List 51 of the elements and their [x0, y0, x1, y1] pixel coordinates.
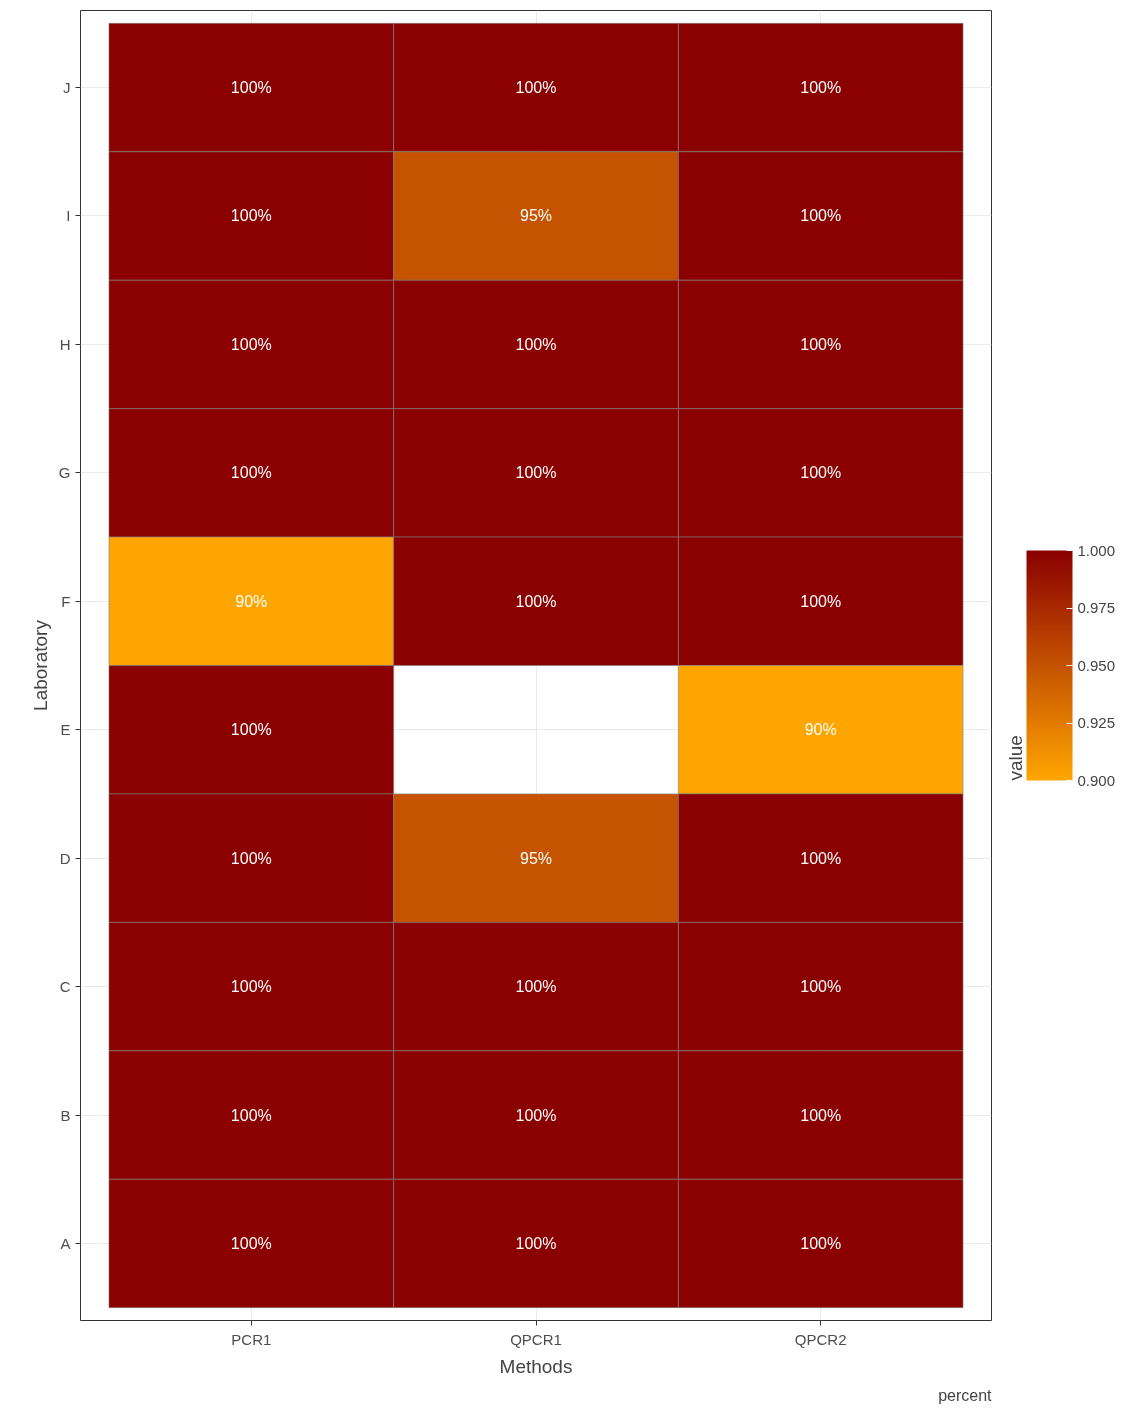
data-label: 100%	[230, 978, 272, 996]
data-label: 100%	[800, 207, 842, 225]
color-bar-label: 0.950	[1077, 656, 1116, 674]
data-label: 100%	[515, 79, 557, 97]
data-label: 100%	[800, 1234, 842, 1252]
x-tick-label: QPCR1	[510, 1330, 562, 1348]
data-label: 100%	[800, 1106, 842, 1124]
color-bar-title: value	[1004, 735, 1026, 781]
data-label: 100%	[230, 849, 272, 867]
data-label: 100%	[515, 592, 557, 610]
data-label: 90%	[804, 721, 837, 739]
data-label: 100%	[515, 335, 557, 353]
data-label: 90%	[235, 592, 268, 610]
data-label: 100%	[800, 464, 842, 482]
color-bar-label: 1.000	[1077, 541, 1116, 559]
text: percent	[938, 1386, 993, 1404]
y-tick-label: B	[60, 1106, 71, 1124]
y-tick-label: H	[59, 335, 71, 353]
data-label: 95%	[519, 849, 553, 867]
x-tick-label: QPCR2	[794, 1330, 847, 1348]
data-label: 100%	[230, 1106, 272, 1124]
y-tick-label: J	[63, 79, 71, 97]
data-label: 95%	[519, 207, 553, 225]
y-axis-title: Laboratory	[29, 619, 51, 711]
x-axis-title: Methods	[499, 1355, 573, 1377]
data-label: 100%	[230, 79, 272, 97]
data-label: 100%	[515, 464, 557, 482]
y-tick-label: E	[60, 721, 71, 739]
y-tick-label: F	[61, 592, 71, 610]
data-label: 100%	[230, 464, 272, 482]
data-label: 100%	[515, 1234, 557, 1252]
data-label: 100%	[230, 1234, 272, 1252]
y-tick-label: D	[59, 849, 71, 867]
y-tick-label: I	[66, 207, 71, 225]
y-tick-label: C	[59, 978, 71, 996]
x-tick-label: PCR1	[231, 1330, 272, 1348]
color-bar-label: 0.925	[1077, 714, 1116, 731]
y-tick-label: G	[58, 464, 71, 482]
data-label: 100%	[515, 978, 557, 996]
data-label: 100%	[800, 79, 842, 97]
data-label: 100%	[230, 335, 272, 353]
color-bar-label: 0.900	[1077, 771, 1116, 789]
data-label: 100%	[800, 978, 842, 996]
data-label: 100%	[230, 721, 272, 739]
data-label: 100%	[230, 207, 272, 225]
data-label: 100%	[800, 849, 842, 867]
color-bar-label: 0.975	[1077, 599, 1116, 616]
y-tick-label: A	[60, 1234, 71, 1252]
data-label: 100%	[800, 592, 842, 610]
data-label: 100%	[515, 1106, 557, 1124]
data-label: 100%	[800, 335, 842, 353]
